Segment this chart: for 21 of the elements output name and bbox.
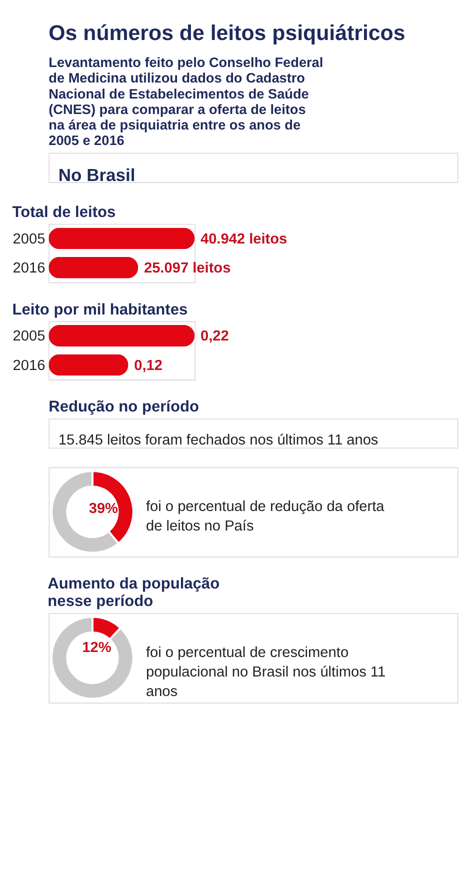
chart-title: Leito por mil habitantes (12, 301, 188, 318)
y-tick-label: 2016 (12, 358, 46, 374)
data-label: 12% (82, 640, 112, 656)
text: No Brasil (58, 165, 136, 186)
data-label: 39% (88, 500, 118, 517)
text: Redução no período (48, 398, 199, 416)
data-label: 40.942 leitos (200, 231, 288, 248)
text: foi o percentual de redução da oferta de leitos no País (146, 498, 386, 534)
text: foi o percentual de crescimento populacional no Brasil nos últimos 11 anos (146, 644, 386, 700)
chart-title: Aumento da população nesse período (48, 576, 220, 610)
y-tick-label: 2005 (12, 231, 46, 248)
data-label: 25.097 leitos (144, 260, 231, 276)
y-tick-label: 2016 (12, 260, 46, 276)
donut-slice (50, 616, 134, 700)
chart-title: Total de leitos (12, 204, 116, 222)
data-label: 0,12 (134, 358, 162, 374)
text: 15.845 leitos foram fechados nos últimos 11 anos (58, 432, 378, 449)
text: Levantamento feito pelo Conselho Federal de Medicina utilizou dados do Cadastro Nacional de Estabelecimentos de Saúde (CNES) para comparar a oferta de leitos na área de psiquiatria entre os anos de 2005 e 2016 (48, 55, 324, 148)
text: Os números de leitos psiquiátricos (48, 20, 406, 45)
y-tick-label: 2005 (12, 328, 46, 345)
data-label: 0,22 (200, 328, 229, 345)
